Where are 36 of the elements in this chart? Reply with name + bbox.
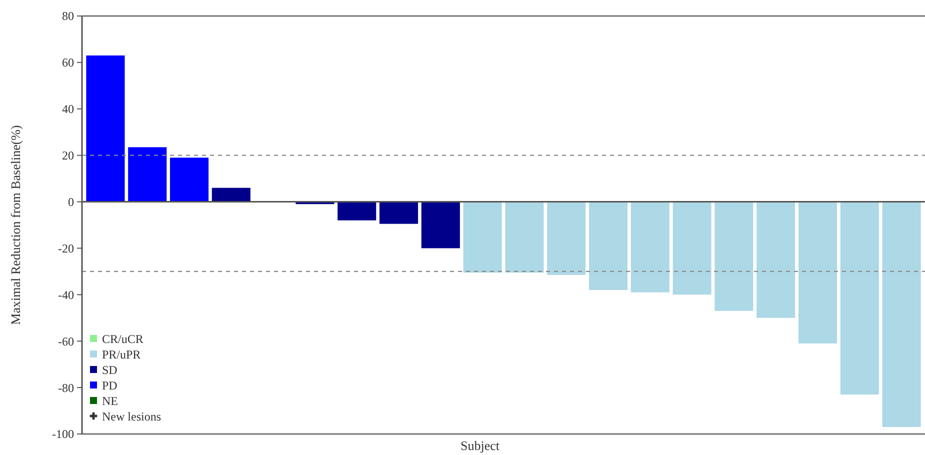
bar <box>588 202 628 290</box>
bar <box>547 202 586 275</box>
bar <box>840 202 879 395</box>
bar <box>505 202 544 273</box>
y-tick-label: 60 <box>62 56 74 70</box>
y-tick-label: 20 <box>62 148 74 163</box>
bar <box>379 202 418 224</box>
y-tick-label: -20 <box>58 241 74 256</box>
y-axis-title: Maximal Reduction from Baseline(%) <box>8 125 23 325</box>
y-tick-label: -100 <box>52 427 74 442</box>
bar <box>882 202 921 428</box>
legend-label: PR/uPR <box>102 348 141 362</box>
y-tick-label: 0 <box>68 194 74 209</box>
y-tick-label: -60 <box>58 334 74 348</box>
bar <box>630 202 670 292</box>
bar <box>714 202 754 311</box>
bar <box>86 55 125 202</box>
legend-label: NE <box>102 394 118 408</box>
y-tick-label: 80 <box>62 9 74 24</box>
bar <box>128 147 167 202</box>
bar <box>170 158 209 202</box>
legend-label: CR/uCR <box>102 332 144 346</box>
legend-label: New lesions <box>102 410 162 424</box>
bar <box>463 202 502 273</box>
bar <box>212 188 250 202</box>
legend-label: SD <box>102 363 118 378</box>
y-tick-label: -80 <box>58 380 74 395</box>
bar <box>338 202 376 220</box>
y-tick-label: 40 <box>62 102 74 116</box>
legend-label: PD <box>102 378 118 393</box>
bar <box>421 202 460 248</box>
x-axis-title: Subject <box>460 438 500 453</box>
bar <box>798 202 838 344</box>
bar <box>756 202 796 318</box>
bar <box>672 202 712 295</box>
y-tick-label: -40 <box>58 288 74 302</box>
